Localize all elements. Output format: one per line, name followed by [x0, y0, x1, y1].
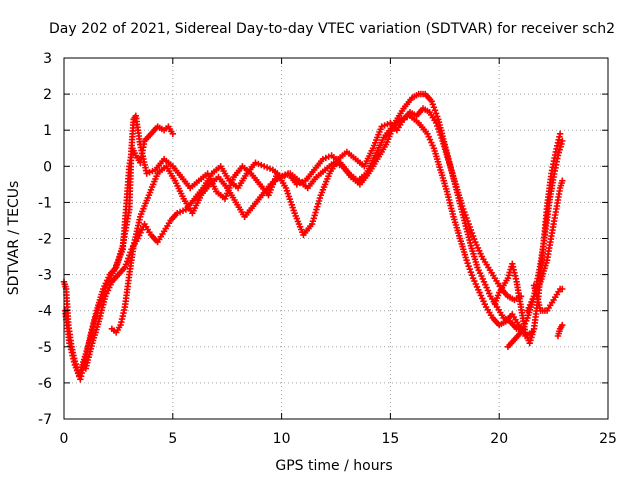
x-tick-label: 20 — [490, 431, 508, 447]
y-tick-label: -6 — [38, 376, 52, 392]
series-arc-9 — [554, 321, 566, 340]
y-tick-label: -7 — [38, 412, 52, 428]
y-tick-label: -1 — [38, 195, 52, 211]
y-tick-label: 2 — [43, 87, 52, 103]
grid — [64, 58, 608, 419]
y-tick-label: 3 — [43, 51, 52, 67]
series-markers — [61, 105, 525, 383]
x-tick-label: 0 — [60, 431, 69, 447]
y-tick-label: -3 — [38, 268, 52, 284]
series-markers — [108, 112, 535, 340]
series-arc-2 — [61, 105, 525, 383]
y-tick-label: -5 — [38, 340, 52, 356]
x-axis-label: GPS time / hours — [275, 458, 392, 474]
x-tick-label: 5 — [168, 431, 177, 447]
y-tick-label: 1 — [43, 123, 52, 139]
data-series — [60, 90, 566, 383]
y-axis-label: SDTVAR / TECUs — [6, 181, 22, 296]
y-tick-label: -2 — [38, 232, 52, 248]
chart-title: Day 202 of 2021, Sidereal Day-to-day VTE… — [49, 21, 615, 37]
y-tick-labels: -7 -6 -5 -4 -3 -2 -1 0 1 2 3 — [38, 51, 52, 428]
y-tick-label: -4 — [38, 304, 52, 320]
y-tick-label: 0 — [43, 159, 52, 175]
series-arc-8 — [530, 282, 566, 314]
series-markers — [554, 321, 566, 340]
series-arc-4 — [108, 112, 535, 340]
x-tick-labels: 0 5 10 15 20 25 — [60, 431, 617, 447]
x-tick-label: 15 — [381, 431, 399, 447]
axis-ticks — [63, 57, 609, 420]
x-tick-label: 25 — [599, 431, 617, 447]
x-tick-label: 10 — [273, 431, 291, 447]
series-markers — [530, 282, 566, 314]
